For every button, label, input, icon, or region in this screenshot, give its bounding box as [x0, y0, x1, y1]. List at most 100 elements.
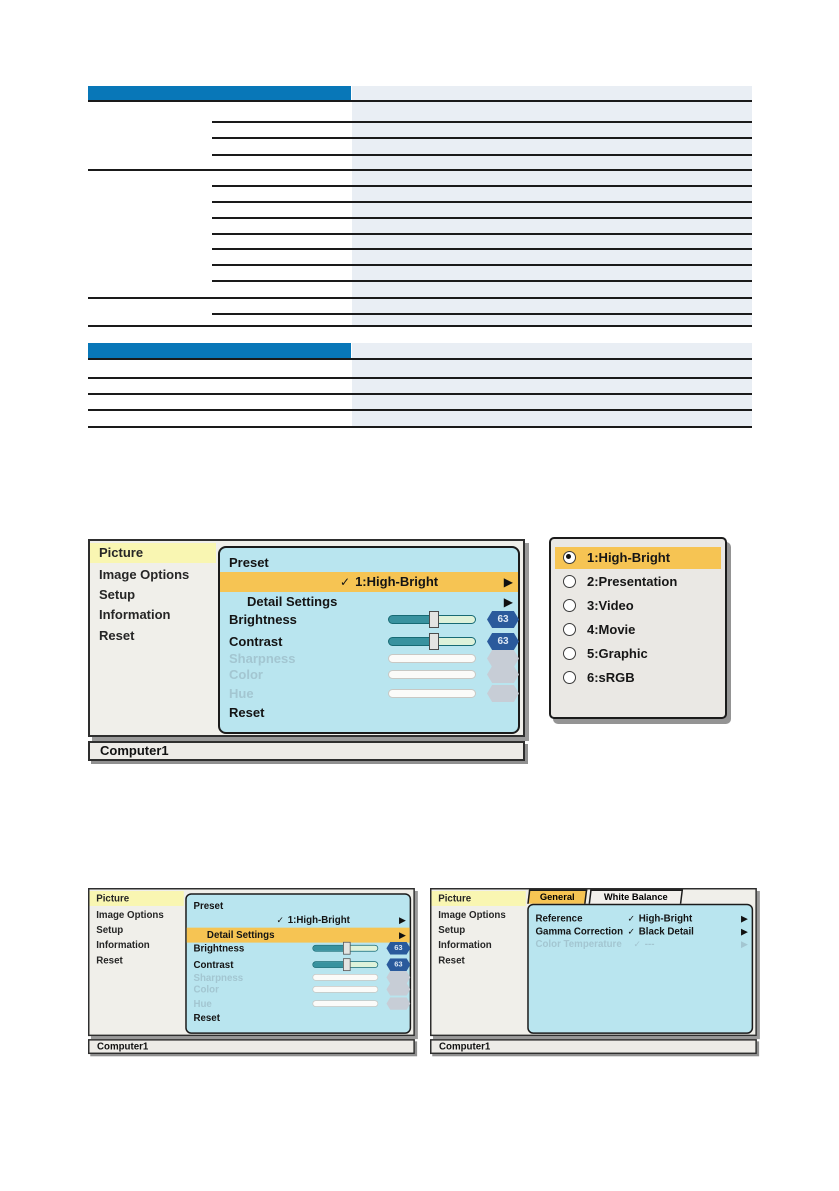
sidebar-item-label: Picture: [438, 892, 472, 904]
source-status-bar: Computer1: [430, 1039, 757, 1055]
slider-thumb[interactable]: [428, 633, 439, 650]
tab-label: White Balance: [603, 891, 668, 903]
sidebar-item-information[interactable]: Information: [431, 937, 525, 952]
reset-row[interactable]: Reset: [187, 1011, 410, 1026]
color-temperature-value: ✓ ---: [633, 937, 654, 952]
table-rule: [88, 297, 752, 299]
reference-row[interactable]: Reference ✓ High-Bright ▶: [529, 911, 752, 926]
contrast-row[interactable]: Contrast 63: [187, 958, 411, 973]
check-icon: ✓: [627, 913, 635, 924]
preset-value-row[interactable]: ✓ 1:High-Bright ▶: [220, 572, 518, 592]
table-rule: [212, 280, 752, 282]
radio-icon: [563, 599, 576, 612]
reset-row[interactable]: Reset: [220, 703, 518, 723]
hue-slider-disabled: [312, 1000, 379, 1007]
brightness-label: Brightness: [193, 942, 245, 954]
table-rule: [88, 377, 752, 379]
sidebar-item-reset[interactable]: Reset: [89, 953, 183, 968]
gamma-correction-row[interactable]: Gamma Correction ✓ Black Detail ▶: [529, 924, 752, 939]
sidebar-item-label: Setup: [438, 923, 466, 936]
tab-general[interactable]: General: [527, 889, 588, 904]
sidebar-item-picture[interactable]: Picture: [431, 890, 526, 906]
arrow-right-icon: ▶: [398, 929, 406, 941]
preset-option-label: 6:sRGB: [587, 670, 635, 685]
color-temp-value-label: ---: [644, 938, 655, 950]
sidebar-item-picture[interactable]: Picture: [89, 890, 184, 906]
contrast-value: 63: [497, 636, 509, 647]
reset-label: Reset: [193, 1012, 220, 1024]
preset-option-label: 4:Movie: [587, 622, 636, 637]
osd-picture-menu-small-figure: Picture Image Options Setup Information …: [88, 888, 418, 1056]
radio-icon: [563, 647, 576, 660]
sidebar-item-setup[interactable]: Setup: [90, 585, 216, 605]
sidebar-item-information[interactable]: Information: [89, 937, 183, 952]
table-rule: [88, 426, 752, 429]
brightness-value: 63: [394, 944, 403, 953]
preset-option-5[interactable]: 5:Graphic: [555, 643, 721, 665]
color-label: Color: [229, 667, 263, 682]
table-rule: [88, 358, 752, 361]
brightness-value: 63: [497, 614, 509, 625]
tab-white-balance[interactable]: White Balance: [588, 889, 684, 904]
sidebar-item-label: Setup: [99, 587, 136, 602]
check-icon: ✓: [276, 914, 285, 926]
sidebar-item-label: Picture: [99, 545, 144, 560]
preset-option-1[interactable]: 1:High-Bright: [555, 547, 721, 569]
osd-menu-window: Picture Image Options Setup Information …: [88, 888, 415, 1037]
sidebar-item-image-options[interactable]: Image Options: [89, 907, 183, 922]
sidebar-item-label: Information: [96, 938, 150, 951]
contrast-label: Contrast: [193, 959, 234, 971]
reference-value: ✓ High-Bright: [627, 911, 692, 926]
preset-value-row[interactable]: ✓ 1:High-Bright ▶: [187, 913, 410, 928]
sidebar-item-image-options[interactable]: Image Options: [431, 907, 525, 922]
slider-thumb[interactable]: [342, 958, 351, 972]
sidebar-item-label: Information: [438, 938, 492, 951]
osd-menu-window: Picture Image Options Setup Information …: [88, 539, 525, 737]
osd-detail-settings-figure: Picture Image Options Setup Information …: [430, 888, 760, 1056]
preset-option-4[interactable]: 4:Movie: [555, 619, 721, 641]
preset-option-3[interactable]: 3:Video: [555, 595, 721, 617]
brightness-row[interactable]: Brightness 63: [187, 941, 411, 956]
brightness-slider[interactable]: [388, 611, 476, 628]
picture-panel: Preset ✓ 1:High-Bright ▶ Detail Settings…: [218, 546, 520, 734]
table-rule: [212, 137, 752, 139]
table-rule: [212, 185, 752, 187]
detail-settings-label: Detail Settings: [247, 594, 338, 609]
sharpness-value-badge: [386, 971, 411, 984]
slider-thumb[interactable]: [342, 941, 351, 955]
table-rule: [212, 154, 752, 156]
color-label: Color: [193, 983, 219, 995]
preset-option-2[interactable]: 2:Presentation: [555, 571, 721, 593]
sidebar-item-reset[interactable]: Reset: [431, 953, 525, 968]
color-slider-disabled: [312, 985, 379, 993]
reference-value-label: High-Bright: [638, 912, 693, 924]
preset-option-6[interactable]: 6:sRGB: [555, 667, 721, 689]
sidebar-item-picture[interactable]: Picture: [90, 543, 216, 563]
radio-icon: [563, 671, 576, 684]
check-icon: ✓: [340, 575, 351, 589]
sidebar-item-information[interactable]: Information: [90, 605, 216, 625]
sidebar-item-setup[interactable]: Setup: [89, 922, 183, 937]
sidebar-item-image-options[interactable]: Image Options: [90, 565, 216, 585]
table-rule: [88, 169, 752, 171]
slider-thumb[interactable]: [428, 611, 439, 628]
hue-value-badge: [386, 997, 411, 1010]
source-name: Computer1: [96, 1040, 149, 1052]
sharpness-label: Sharpness: [193, 971, 244, 983]
table-shaded-column: [352, 86, 752, 327]
sidebar-item-label: Reset: [99, 628, 135, 643]
preset-option-label: 5:Graphic: [587, 646, 648, 661]
arrow-right-icon: ▶: [503, 595, 513, 609]
color-value-badge: [386, 982, 411, 996]
contrast-slider[interactable]: [312, 958, 379, 972]
contrast-row[interactable]: Contrast 63: [220, 632, 519, 652]
detail-settings-row[interactable]: Detail Settings ▶: [220, 592, 518, 612]
brightness-row[interactable]: Brightness 63: [220, 610, 519, 630]
contrast-slider[interactable]: [388, 633, 476, 650]
sidebar-item-reset[interactable]: Reset: [90, 626, 216, 646]
brightness-slider[interactable]: [312, 941, 379, 955]
sidebar-item-setup[interactable]: Setup: [431, 922, 525, 937]
detail-settings-row[interactable]: Detail Settings ▶: [186, 927, 410, 943]
brightness-value-badge: 63: [386, 941, 411, 955]
contrast-label: Contrast: [229, 634, 283, 649]
